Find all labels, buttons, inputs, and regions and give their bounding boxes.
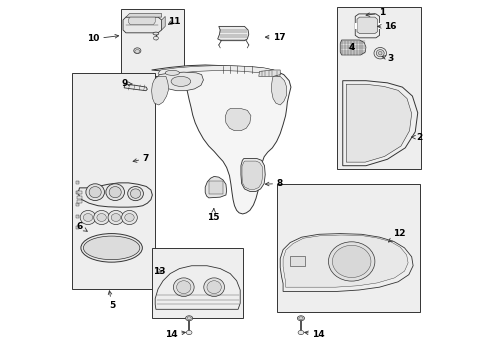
Text: 6: 6: [77, 222, 87, 231]
Polygon shape: [162, 17, 165, 30]
Ellipse shape: [328, 242, 374, 281]
Ellipse shape: [173, 278, 194, 296]
Polygon shape: [155, 266, 240, 309]
Bar: [208, 181, 223, 194]
Ellipse shape: [297, 316, 304, 321]
Polygon shape: [205, 176, 226, 198]
Text: 14: 14: [165, 330, 185, 339]
Bar: [354, 23, 356, 29]
Ellipse shape: [332, 246, 370, 278]
Polygon shape: [225, 109, 250, 131]
Polygon shape: [158, 66, 280, 77]
Ellipse shape: [378, 51, 381, 55]
Bar: [121, 9, 183, 76]
Ellipse shape: [81, 234, 142, 262]
Polygon shape: [342, 81, 417, 166]
Text: 1: 1: [366, 8, 385, 17]
Text: 11: 11: [167, 17, 180, 26]
Text: 17: 17: [265, 33, 285, 42]
Bar: [72, 73, 155, 289]
Ellipse shape: [134, 48, 141, 54]
Text: 9: 9: [121, 79, 132, 88]
Ellipse shape: [108, 211, 123, 225]
Polygon shape: [125, 14, 162, 17]
Polygon shape: [124, 84, 147, 91]
Ellipse shape: [89, 186, 101, 198]
Ellipse shape: [80, 211, 96, 225]
Ellipse shape: [122, 211, 137, 225]
Bar: [378, 23, 380, 29]
Text: 16: 16: [377, 22, 396, 31]
Ellipse shape: [176, 281, 190, 294]
Ellipse shape: [153, 36, 158, 40]
Ellipse shape: [97, 213, 106, 221]
Polygon shape: [271, 76, 286, 105]
Bar: [151, 248, 242, 318]
Text: 4: 4: [347, 43, 354, 52]
Ellipse shape: [298, 317, 303, 320]
Ellipse shape: [124, 213, 134, 221]
Ellipse shape: [130, 189, 141, 198]
Polygon shape: [258, 70, 280, 76]
Polygon shape: [123, 17, 162, 33]
Polygon shape: [242, 161, 262, 189]
Bar: [290, 256, 305, 266]
Ellipse shape: [186, 317, 191, 320]
Polygon shape: [217, 26, 248, 41]
Text: 12: 12: [387, 229, 405, 242]
Ellipse shape: [135, 50, 140, 53]
Ellipse shape: [83, 213, 93, 221]
Text: 2: 2: [411, 132, 421, 141]
Ellipse shape: [206, 281, 221, 294]
Text: 13: 13: [153, 267, 165, 276]
Bar: [76, 226, 80, 229]
Text: 10: 10: [87, 35, 119, 44]
Ellipse shape: [373, 48, 386, 59]
Bar: [77, 200, 81, 203]
Polygon shape: [280, 234, 412, 292]
Text: 3: 3: [381, 54, 393, 63]
Ellipse shape: [376, 50, 384, 57]
Ellipse shape: [83, 236, 140, 260]
Polygon shape: [356, 17, 377, 33]
Bar: [76, 181, 80, 184]
Bar: [77, 196, 81, 199]
Ellipse shape: [298, 330, 303, 335]
Text: 8: 8: [265, 179, 283, 188]
Ellipse shape: [186, 330, 192, 335]
Text: 5: 5: [108, 291, 115, 310]
Text: 7: 7: [133, 154, 149, 163]
Ellipse shape: [153, 32, 159, 35]
Bar: [76, 215, 80, 217]
Ellipse shape: [111, 213, 121, 221]
Ellipse shape: [109, 186, 121, 198]
Polygon shape: [354, 14, 379, 38]
Bar: [76, 203, 80, 206]
Ellipse shape: [171, 76, 190, 86]
Ellipse shape: [127, 186, 143, 201]
Text: 15: 15: [206, 208, 219, 222]
Bar: [276, 184, 419, 312]
Polygon shape: [283, 235, 407, 287]
Bar: [337, 7, 421, 169]
Polygon shape: [158, 72, 203, 91]
Ellipse shape: [203, 278, 224, 296]
Polygon shape: [128, 17, 155, 24]
Ellipse shape: [106, 184, 124, 201]
Polygon shape: [340, 40, 365, 55]
Bar: [77, 191, 81, 194]
Bar: [76, 192, 80, 194]
Polygon shape: [346, 84, 411, 162]
Ellipse shape: [185, 316, 192, 321]
Ellipse shape: [94, 211, 109, 225]
Polygon shape: [151, 76, 168, 105]
Polygon shape: [79, 183, 152, 207]
Ellipse shape: [86, 184, 104, 201]
Ellipse shape: [165, 70, 179, 75]
Text: 14: 14: [304, 330, 325, 339]
Polygon shape: [241, 158, 264, 192]
Polygon shape: [151, 65, 290, 214]
